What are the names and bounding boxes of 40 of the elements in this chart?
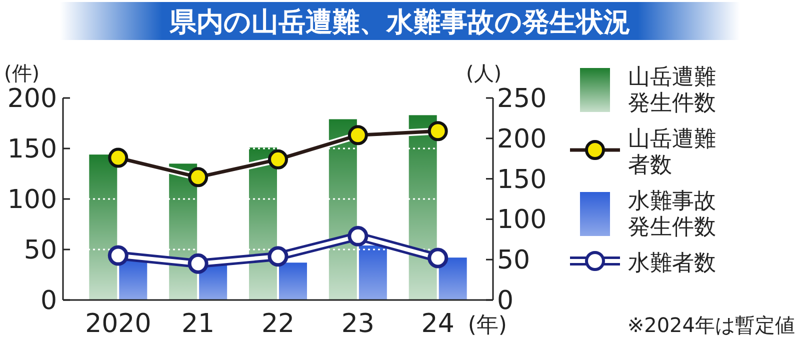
y2-tick-label: 200 bbox=[497, 124, 547, 154]
x-axis-title: (年) bbox=[468, 313, 508, 338]
x-tick-label: 23 bbox=[341, 309, 374, 339]
point bbox=[428, 121, 448, 142]
y-axis-title: (件) bbox=[4, 61, 40, 85]
y2-tick-label: 100 bbox=[497, 205, 547, 236]
bar bbox=[89, 154, 118, 300]
x-tick-label: 21 bbox=[182, 309, 215, 339]
x-tick-label: 22 bbox=[261, 309, 295, 339]
x-tick-label: 2020 bbox=[85, 309, 152, 339]
legend-label: 水難事故発生件数 bbox=[628, 189, 716, 240]
y2-tick-label: 0 bbox=[497, 286, 514, 316]
point bbox=[268, 246, 288, 267]
y-tick-label: 50 bbox=[24, 236, 57, 266]
legend-label: 水難者数 bbox=[628, 251, 716, 276]
point bbox=[268, 149, 288, 170]
point bbox=[108, 148, 128, 168]
point bbox=[428, 248, 448, 268]
y-tick-label: 100 bbox=[7, 185, 57, 215]
point bbox=[348, 226, 368, 246]
bar bbox=[358, 245, 387, 300]
bar bbox=[438, 258, 467, 300]
legend-label: 山岳遭難者数 bbox=[628, 127, 716, 178]
y-tick-label: 0 bbox=[40, 286, 57, 316]
y2-tick-label: 250 bbox=[497, 84, 547, 114]
bar bbox=[279, 262, 307, 300]
y2-tick-label: 50 bbox=[497, 246, 530, 276]
text: ※2024年は暫定値 bbox=[627, 313, 795, 337]
y2-tick-label: 150 bbox=[497, 164, 547, 195]
point bbox=[108, 245, 128, 266]
point bbox=[188, 167, 208, 188]
point bbox=[188, 253, 208, 274]
x-tick-label: 24 bbox=[421, 309, 454, 339]
bar bbox=[119, 260, 148, 300]
point bbox=[348, 125, 368, 146]
y2-axis-title: (人) bbox=[466, 61, 502, 85]
y-tick-label: 150 bbox=[7, 134, 57, 164]
chart-title: 県内の山岳遭難、水難事故の発生状況 bbox=[168, 7, 630, 38]
y-tick-label: 200 bbox=[7, 84, 57, 114]
legend-label: 山岳遭難発生件数 bbox=[628, 65, 716, 116]
